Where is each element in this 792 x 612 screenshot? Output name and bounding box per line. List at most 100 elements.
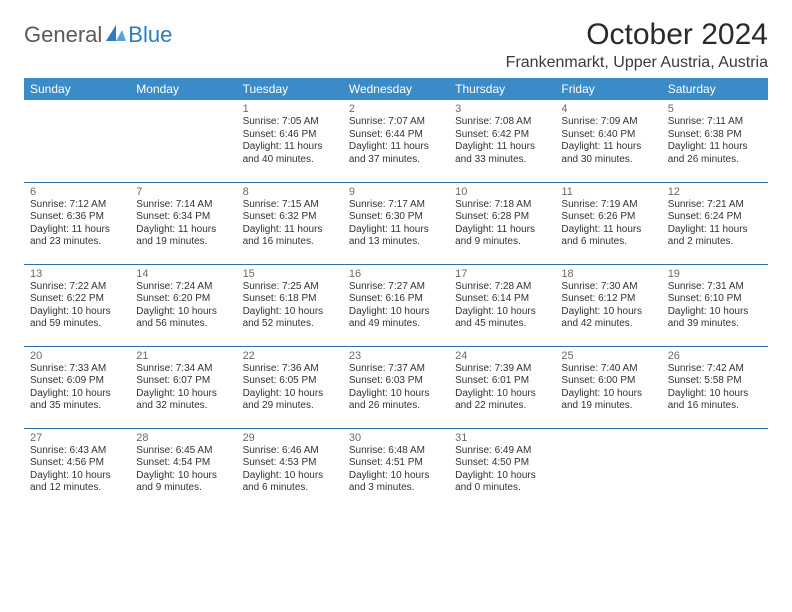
day-cell: 4Sunrise: 7:09 AMSunset: 6:40 PMDaylight… bbox=[555, 100, 661, 182]
day-number: 30 bbox=[349, 432, 443, 444]
cell-sunset: Sunset: 4:51 PM bbox=[349, 457, 443, 470]
day-number: 21 bbox=[136, 350, 230, 362]
cell-daylight1: Daylight: 11 hours bbox=[349, 224, 443, 237]
cell-sunset: Sunset: 6:20 PM bbox=[136, 293, 230, 306]
day-number: 16 bbox=[349, 268, 443, 280]
day-number: 19 bbox=[668, 268, 762, 280]
cell-daylight2: and 3 minutes. bbox=[349, 482, 443, 495]
logo-triangle-icon bbox=[106, 25, 126, 46]
cell-sunset: Sunset: 6:24 PM bbox=[668, 211, 762, 224]
day-cell: 13Sunrise: 7:22 AMSunset: 6:22 PMDayligh… bbox=[24, 264, 130, 346]
cell-daylight2: and 13 minutes. bbox=[349, 236, 443, 249]
cell-daylight1: Daylight: 10 hours bbox=[349, 470, 443, 483]
cell-sunset: Sunset: 6:12 PM bbox=[561, 293, 655, 306]
day-number: 15 bbox=[243, 268, 337, 280]
cell-daylight1: Daylight: 11 hours bbox=[561, 224, 655, 237]
cell-daylight1: Daylight: 11 hours bbox=[349, 141, 443, 154]
day-number: 9 bbox=[349, 186, 443, 198]
week-row: 20Sunrise: 7:33 AMSunset: 6:09 PMDayligh… bbox=[24, 346, 768, 428]
day-cell: 1Sunrise: 7:05 AMSunset: 6:46 PMDaylight… bbox=[237, 100, 343, 182]
cell-daylight2: and 26 minutes. bbox=[668, 154, 762, 167]
day-cell bbox=[555, 428, 661, 510]
day-number: 27 bbox=[30, 432, 124, 444]
cell-sunset: Sunset: 6:44 PM bbox=[349, 129, 443, 142]
cell-daylight1: Daylight: 10 hours bbox=[243, 388, 337, 401]
day-number: 20 bbox=[30, 350, 124, 362]
cell-daylight1: Daylight: 10 hours bbox=[30, 470, 124, 483]
cell-daylight1: Daylight: 10 hours bbox=[349, 306, 443, 319]
day-number: 1 bbox=[243, 103, 337, 115]
location: Frankenmarkt, Upper Austria, Austria bbox=[506, 54, 768, 72]
cell-daylight2: and 42 minutes. bbox=[561, 318, 655, 331]
cell-sunset: Sunset: 6:18 PM bbox=[243, 293, 337, 306]
day-number: 29 bbox=[243, 432, 337, 444]
cell-sunrise: Sunrise: 7:22 AM bbox=[30, 281, 124, 294]
day-cell: 11Sunrise: 7:19 AMSunset: 6:26 PMDayligh… bbox=[555, 182, 661, 264]
day-cell: 6Sunrise: 7:12 AMSunset: 6:36 PMDaylight… bbox=[24, 182, 130, 264]
cell-sunrise: Sunrise: 7:24 AM bbox=[136, 281, 230, 294]
cell-sunset: Sunset: 6:40 PM bbox=[561, 129, 655, 142]
cell-sunset: Sunset: 6:30 PM bbox=[349, 211, 443, 224]
cell-sunset: Sunset: 6:03 PM bbox=[349, 375, 443, 388]
cell-sunset: Sunset: 6:16 PM bbox=[349, 293, 443, 306]
day-cell: 18Sunrise: 7:30 AMSunset: 6:12 PMDayligh… bbox=[555, 264, 661, 346]
day-header-row: Sunday Monday Tuesday Wednesday Thursday… bbox=[24, 78, 768, 100]
day-cell bbox=[662, 428, 768, 510]
day-cell: 12Sunrise: 7:21 AMSunset: 6:24 PMDayligh… bbox=[662, 182, 768, 264]
cell-sunset: Sunset: 6:28 PM bbox=[455, 211, 549, 224]
cell-daylight1: Daylight: 10 hours bbox=[136, 306, 230, 319]
cell-daylight2: and 45 minutes. bbox=[455, 318, 549, 331]
day-number: 18 bbox=[561, 268, 655, 280]
cell-daylight2: and 23 minutes. bbox=[30, 236, 124, 249]
day-number: 10 bbox=[455, 186, 549, 198]
cell-daylight1: Daylight: 11 hours bbox=[136, 224, 230, 237]
logo: General Blue bbox=[24, 22, 172, 48]
cell-daylight1: Daylight: 10 hours bbox=[455, 470, 549, 483]
cell-daylight2: and 6 minutes. bbox=[561, 236, 655, 249]
day-cell: 15Sunrise: 7:25 AMSunset: 6:18 PMDayligh… bbox=[237, 264, 343, 346]
cell-daylight1: Daylight: 10 hours bbox=[349, 388, 443, 401]
cell-daylight2: and 12 minutes. bbox=[30, 482, 124, 495]
cell-daylight2: and 30 minutes. bbox=[561, 154, 655, 167]
cell-sunrise: Sunrise: 7:39 AM bbox=[455, 363, 549, 376]
day-number: 5 bbox=[668, 103, 762, 115]
day-header-sat: Saturday bbox=[662, 78, 768, 100]
cell-sunrise: Sunrise: 6:43 AM bbox=[30, 445, 124, 458]
cell-sunrise: Sunrise: 6:49 AM bbox=[455, 445, 549, 458]
cell-sunrise: Sunrise: 6:48 AM bbox=[349, 445, 443, 458]
cell-daylight2: and 32 minutes. bbox=[136, 400, 230, 413]
cell-sunrise: Sunrise: 7:08 AM bbox=[455, 116, 549, 129]
day-cell: 8Sunrise: 7:15 AMSunset: 6:32 PMDaylight… bbox=[237, 182, 343, 264]
cell-sunrise: Sunrise: 7:34 AM bbox=[136, 363, 230, 376]
cell-sunset: Sunset: 6:32 PM bbox=[243, 211, 337, 224]
cell-daylight1: Daylight: 10 hours bbox=[455, 306, 549, 319]
cell-sunrise: Sunrise: 7:11 AM bbox=[668, 116, 762, 129]
cell-sunset: Sunset: 6:36 PM bbox=[30, 211, 124, 224]
cell-sunrise: Sunrise: 7:09 AM bbox=[561, 116, 655, 129]
day-cell bbox=[24, 100, 130, 182]
day-number: 12 bbox=[668, 186, 762, 198]
week-row: 27Sunrise: 6:43 AMSunset: 4:56 PMDayligh… bbox=[24, 428, 768, 510]
day-number: 28 bbox=[136, 432, 230, 444]
week-row: 1Sunrise: 7:05 AMSunset: 6:46 PMDaylight… bbox=[24, 100, 768, 182]
cell-sunset: Sunset: 6:34 PM bbox=[136, 211, 230, 224]
day-cell bbox=[130, 100, 236, 182]
cell-sunrise: Sunrise: 6:45 AM bbox=[136, 445, 230, 458]
cell-daylight1: Daylight: 10 hours bbox=[30, 306, 124, 319]
day-number: 4 bbox=[561, 103, 655, 115]
cell-daylight2: and 49 minutes. bbox=[349, 318, 443, 331]
cell-sunset: Sunset: 6:42 PM bbox=[455, 129, 549, 142]
cell-daylight2: and 35 minutes. bbox=[30, 400, 124, 413]
cell-sunset: Sunset: 6:14 PM bbox=[455, 293, 549, 306]
day-cell: 21Sunrise: 7:34 AMSunset: 6:07 PMDayligh… bbox=[130, 346, 236, 428]
cell-sunset: Sunset: 4:53 PM bbox=[243, 457, 337, 470]
title-block: October 2024 Frankenmarkt, Upper Austria… bbox=[506, 18, 768, 72]
day-cell: 26Sunrise: 7:42 AMSunset: 5:58 PMDayligh… bbox=[662, 346, 768, 428]
day-cell: 25Sunrise: 7:40 AMSunset: 6:00 PMDayligh… bbox=[555, 346, 661, 428]
cell-daylight1: Daylight: 10 hours bbox=[136, 388, 230, 401]
cell-sunrise: Sunrise: 7:37 AM bbox=[349, 363, 443, 376]
cell-sunset: Sunset: 6:38 PM bbox=[668, 129, 762, 142]
cell-daylight1: Daylight: 11 hours bbox=[668, 141, 762, 154]
cell-daylight2: and 9 minutes. bbox=[455, 236, 549, 249]
day-cell: 14Sunrise: 7:24 AMSunset: 6:20 PMDayligh… bbox=[130, 264, 236, 346]
